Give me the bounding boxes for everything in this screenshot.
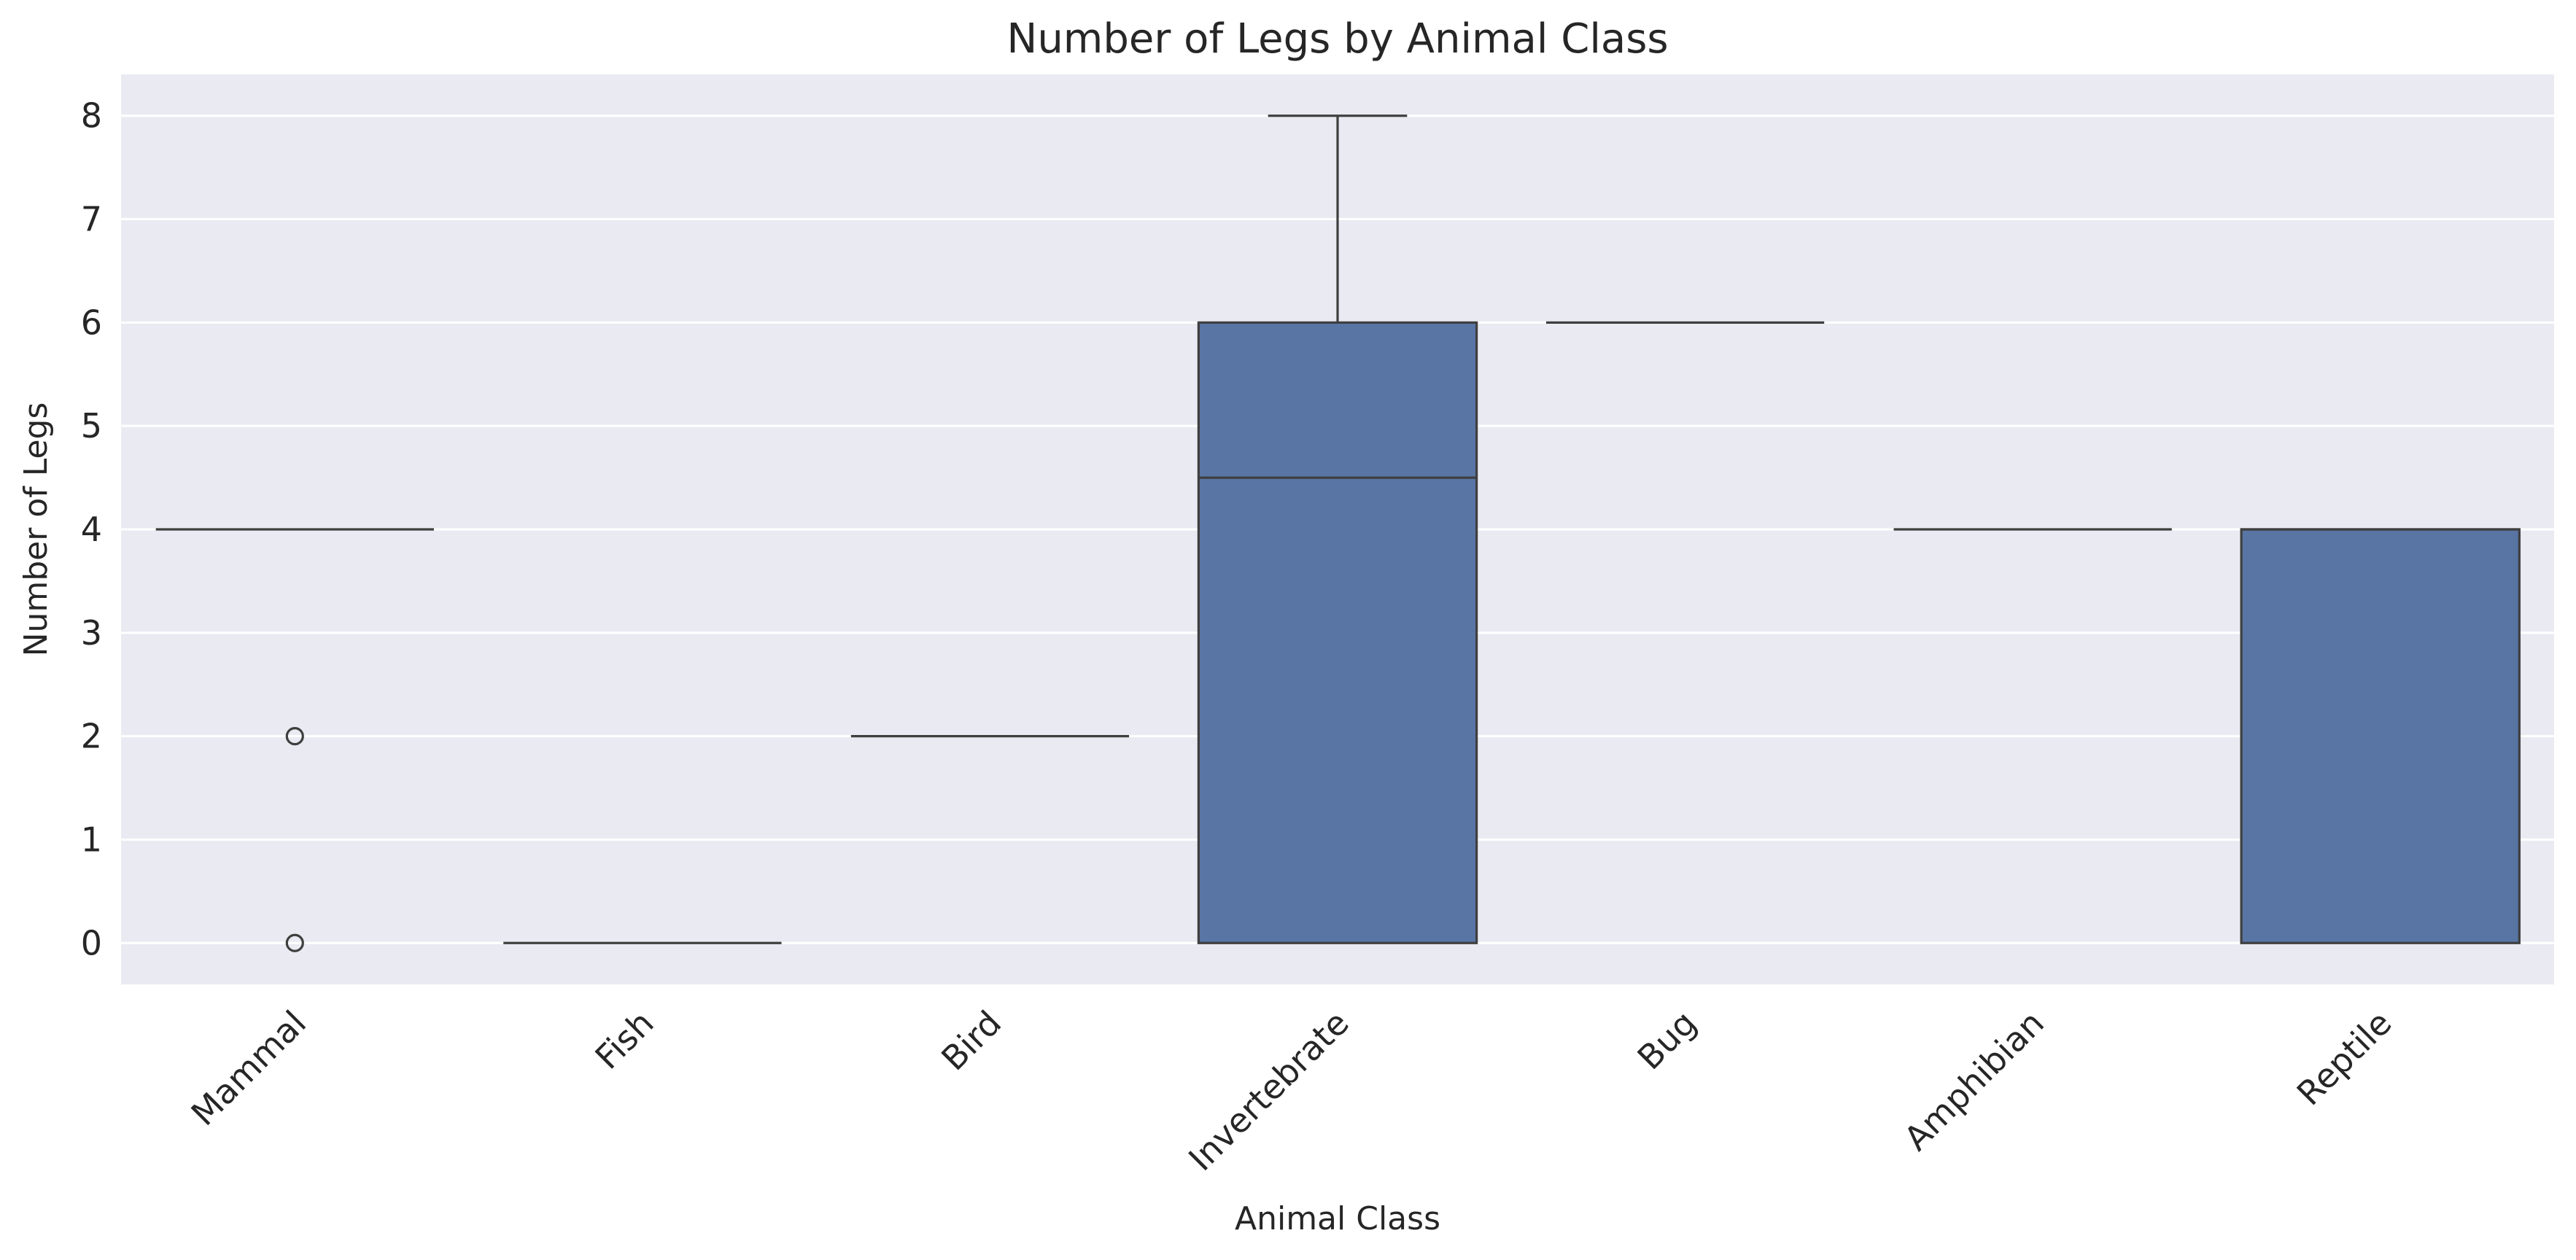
y-tick-label: 3 [81,613,102,653]
x-tick-label-amphibian: Amphibian [1896,1003,2052,1159]
x-tick-label-invertebrate: Invertebrate [1181,1003,1357,1179]
y-axis-label: Number of Legs [18,402,55,657]
y-tick-label: 5 [81,406,102,446]
y-tick-label: 7 [81,200,102,239]
outlier-point [285,933,304,952]
chart-title: Number of Legs by Animal Class [1006,15,1668,63]
x-axis-label: Animal Class [1235,1200,1440,1237]
outlier-point [285,727,304,746]
x-tick-label-reptile: Reptile [2289,1003,2400,1113]
x-tick-labels: Mammal Fish Bird Invertebrate Bug Amphibian Re… [184,1003,2400,1179]
y-tick-label: 4 [81,510,102,549]
y-tick-label: 8 [81,96,102,136]
box-invertebrate [1197,114,1478,944]
y-tick-label: 0 [81,923,102,962]
box-reptile [2240,528,2521,944]
x-tick-label-bird: Bird [934,1003,1009,1078]
x-tick-label-fish: Fish [588,1003,662,1077]
iqr-box [1197,321,1478,944]
box-mammal [155,528,434,952]
boxes [155,114,2521,952]
y-tick-label: 2 [81,717,102,756]
y-tick-label: 6 [81,303,102,342]
x-tick-label-bug: Bug [1630,1003,1704,1078]
iqr-box [2240,528,2521,944]
y-tick-labels: 0 1 2 3 4 5 6 7 8 [81,96,102,963]
y-tick-label: 1 [81,820,102,859]
x-tick-label-mammal: Mammal [184,1003,314,1134]
